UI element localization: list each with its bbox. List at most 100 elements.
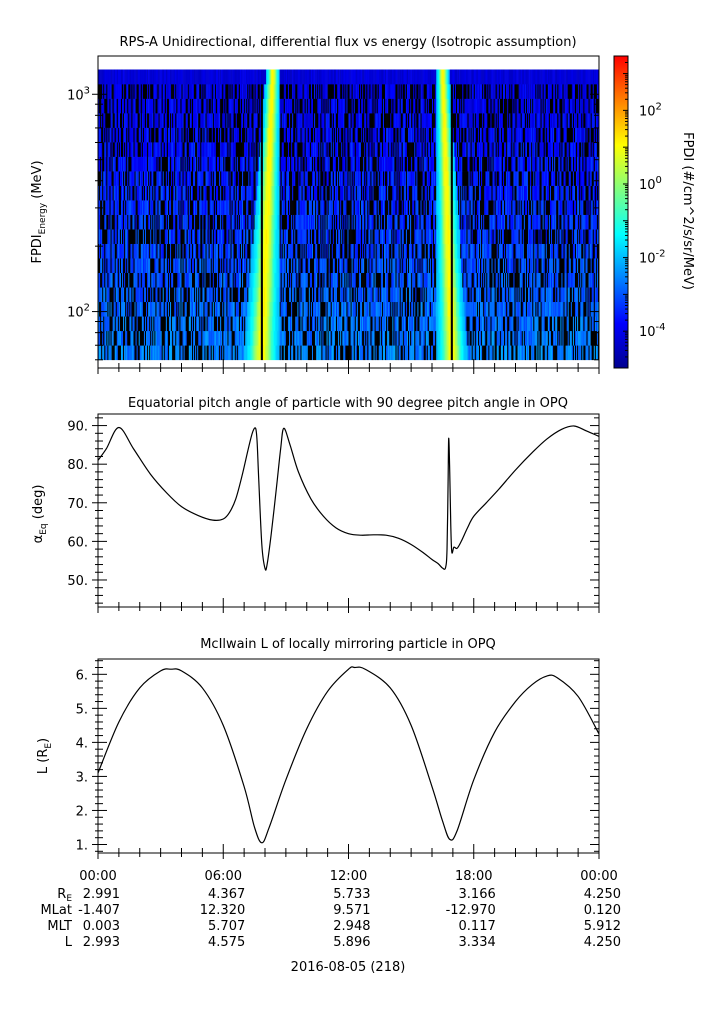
heatmap-cell bbox=[410, 287, 412, 303]
heatmap-cell bbox=[509, 243, 511, 259]
heatmap-cell bbox=[108, 229, 110, 244]
heatmap-cell bbox=[525, 272, 528, 288]
heatmap-cell bbox=[532, 316, 534, 332]
heatmap-cell bbox=[103, 200, 105, 215]
heatmap-cell bbox=[139, 316, 142, 332]
heatmap-cell bbox=[517, 301, 519, 317]
heatmap-cell bbox=[187, 316, 190, 332]
heatmap-cell bbox=[579, 258, 581, 274]
heatmap-cell bbox=[265, 287, 267, 303]
heatmap-cell bbox=[530, 330, 532, 346]
heatmap-cell bbox=[225, 229, 227, 244]
heatmap-cell bbox=[488, 330, 490, 346]
heatmap-cell bbox=[322, 301, 324, 317]
heatmap-cell bbox=[177, 200, 179, 215]
heatmap-cell bbox=[309, 214, 312, 230]
heatmap-cell bbox=[407, 301, 410, 317]
heatmap-cell bbox=[506, 229, 508, 244]
heatmap-cell bbox=[508, 316, 510, 332]
heatmap-cell bbox=[494, 229, 496, 244]
heatmap-cell bbox=[417, 316, 419, 332]
heatmap-cell bbox=[305, 301, 308, 317]
heatmap-cell bbox=[462, 330, 464, 346]
heatmap-cell bbox=[294, 214, 296, 230]
heatmap-cell bbox=[515, 229, 517, 244]
heatmap-cell bbox=[332, 229, 335, 244]
heatmap-cell bbox=[442, 345, 444, 361]
heatmap-cell bbox=[554, 345, 556, 361]
heatmap-cell bbox=[552, 272, 554, 288]
heatmap-cell bbox=[214, 301, 217, 317]
heatmap-cell bbox=[227, 258, 229, 274]
heatmap-cell bbox=[448, 214, 451, 230]
heatmap-cell bbox=[102, 272, 104, 288]
heatmap-cell bbox=[183, 243, 185, 259]
heatmap-cell bbox=[562, 272, 564, 288]
heatmap-cell bbox=[104, 272, 106, 288]
heatmap-cell bbox=[397, 330, 399, 346]
heatmap-cell bbox=[383, 287, 386, 303]
heatmap-cell bbox=[188, 214, 191, 230]
heatmap-cell bbox=[528, 272, 530, 288]
heatmap-cell bbox=[176, 214, 178, 230]
heatmap-cell bbox=[143, 345, 146, 361]
heatmap-cell bbox=[394, 301, 396, 317]
heatmap-cell bbox=[395, 345, 397, 361]
heatmap-cell bbox=[341, 330, 343, 346]
heatmap-cell bbox=[323, 214, 325, 230]
heatmap-cell bbox=[221, 243, 223, 259]
heatmap-cell bbox=[520, 214, 523, 230]
heatmap-cell bbox=[260, 330, 263, 346]
heatmap-cell bbox=[544, 345, 547, 361]
heatmap-cell bbox=[266, 214, 268, 230]
heatmap-cell bbox=[471, 287, 474, 303]
heatmap-cell bbox=[101, 243, 103, 259]
heatmap-cell bbox=[533, 330, 535, 346]
heatmap-cell bbox=[341, 214, 343, 230]
heatmap-cell bbox=[239, 258, 242, 274]
heatmap-cell bbox=[472, 214, 475, 230]
heatmap-cell bbox=[223, 258, 225, 274]
heatmap-cell bbox=[474, 345, 477, 361]
heatmap-cell bbox=[232, 301, 234, 317]
heatmap-cell bbox=[130, 214, 132, 230]
heatmap-cell bbox=[261, 200, 264, 215]
heatmap-cell bbox=[513, 214, 515, 230]
heatmap-cell bbox=[192, 301, 195, 317]
heatmap-cell bbox=[176, 243, 178, 259]
heatmap-cell bbox=[489, 243, 491, 259]
heatmap-cell bbox=[222, 330, 224, 346]
heatmap-cell bbox=[486, 345, 488, 361]
heatmap-cell bbox=[581, 272, 583, 288]
heatmap-cell bbox=[112, 258, 114, 274]
heatmap-cell bbox=[410, 330, 412, 346]
heatmap-cell bbox=[190, 214, 193, 230]
heatmap-cell bbox=[190, 301, 193, 317]
heatmap-cell bbox=[346, 287, 348, 303]
heatmap-cell bbox=[124, 258, 126, 274]
heatmap-cell bbox=[304, 345, 307, 361]
heatmap-cell bbox=[363, 287, 365, 303]
heatmap-cell bbox=[568, 229, 571, 244]
heatmap-cell bbox=[166, 272, 169, 288]
heatmap-cell bbox=[251, 330, 253, 346]
heatmap-cell bbox=[417, 243, 419, 259]
heatmap-cell bbox=[295, 243, 297, 259]
heatmap-cell bbox=[345, 214, 347, 230]
heatmap-cell bbox=[184, 330, 186, 346]
heatmap-cell bbox=[584, 229, 586, 244]
heatmap-cell bbox=[259, 330, 262, 346]
heatmap-cell bbox=[269, 272, 271, 288]
heatmap-cell bbox=[137, 214, 140, 230]
heatmap-cell bbox=[156, 272, 158, 288]
heatmap-cell bbox=[268, 287, 270, 303]
heatmap-cell bbox=[299, 316, 301, 332]
heatmap-cell bbox=[450, 258, 453, 274]
heatmap-cell bbox=[444, 214, 446, 230]
heatmap-cell bbox=[235, 214, 238, 230]
heatmap-cell bbox=[330, 214, 333, 230]
heatmap-cell bbox=[335, 287, 338, 303]
heatmap-cell bbox=[425, 287, 428, 303]
heatmap-cell bbox=[461, 229, 463, 244]
heatmap-cell bbox=[432, 258, 434, 274]
